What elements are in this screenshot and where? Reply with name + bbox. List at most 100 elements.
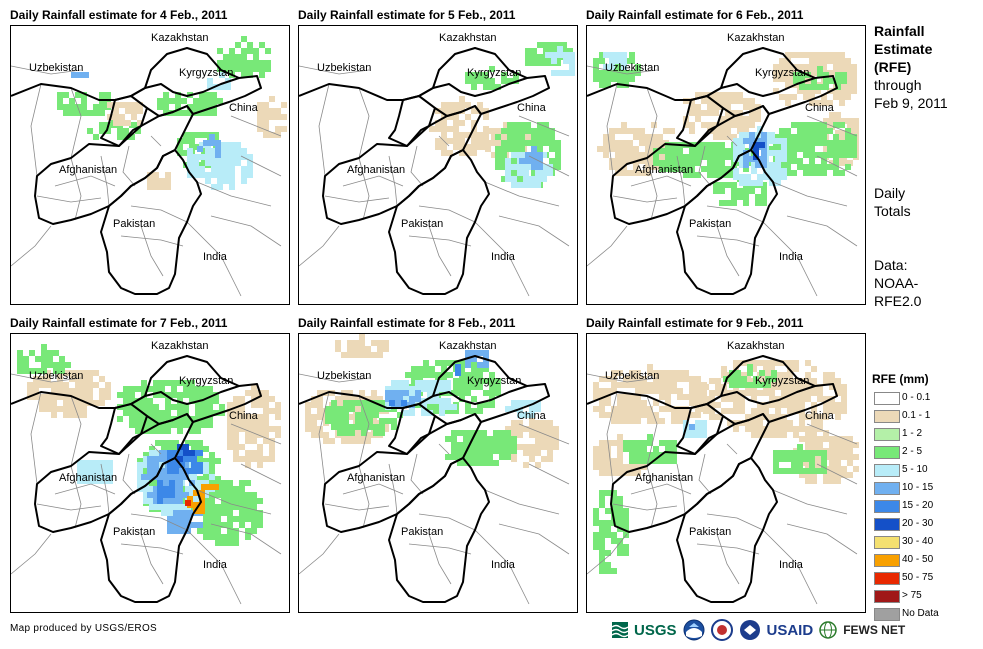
legend-title: RFE (mm) [872,372,929,386]
legend-item: 50 - 75 [872,570,933,588]
side-title-line: Rainfall [874,23,925,39]
legend-item: No Data [872,606,939,624]
legend-label: > 75 [902,590,922,601]
country-label-uzbekistan: Uzbekistan [317,62,372,74]
legend-item: 15 - 20 [872,498,933,516]
country-label-uzbekistan: Uzbekistan [317,370,372,382]
legend-swatch [874,500,900,513]
map-panel: Daily Rainfall estimate for 5 Feb., 2011… [298,8,578,308]
country-label-afghanistan: Afghanistan [347,164,406,176]
legend-swatch [874,518,900,531]
legend-label: 30 - 40 [902,536,934,547]
rainfall-map-graphic [587,355,859,605]
country-label-afghanistan: Afghanistan [635,164,694,176]
country-label-india: India [203,559,227,571]
map-panel: Daily Rainfall estimate for 8 Feb., 2011… [298,316,578,616]
rainfall-map-graphic [11,344,282,605]
legend-label: 2 - 5 [902,446,923,457]
logo-strip: USGS USAID FEWS NET [612,617,905,643]
country-label-afghanistan: Afghanistan [59,472,118,484]
legend-item: 20 - 30 [872,516,933,534]
rainfall-map: Kazakhstan Uzbekistan Kyrgyzstan China Afgha… [586,25,866,305]
legend-swatch [874,554,900,567]
legend-label: 15 - 20 [902,500,934,511]
country-label-china: China [805,102,834,114]
country-label-india: India [203,251,227,263]
country-label-afghanistan: Afghanistan [635,472,694,484]
legend-swatch [874,572,900,585]
country-label-india: India [779,251,803,263]
rainfall-map: Kazakhstan Uzbekistan Kyrgyzstan China Afgha… [298,333,578,613]
map-credit: Map produced by USGS/EROS [10,623,158,634]
legend-label: 5 - 10 [902,464,928,475]
country-label-kyrgyzstan: Kyrgyzstan [467,67,522,79]
legend-swatch [874,446,900,459]
country-label-afghanistan: Afghanistan [347,472,406,484]
panel-title: Daily Rainfall estimate for 4 Feb., 2011 [10,8,228,22]
legend-swatch [874,608,900,621]
noaa-seal-icon [683,619,705,641]
side-data-source: Data: NOAA- RFE2.0 [874,256,921,310]
country-label-kazakhstan: Kazakhstan [727,340,785,352]
legend-label: No Data [902,608,939,619]
country-label-uzbekistan: Uzbekistan [605,370,660,382]
country-label-kazakhstan: Kazakhstan [727,32,785,44]
panel-title: Daily Rainfall estimate for 5 Feb., 2011 [298,8,516,22]
legend-item: 1 - 2 [872,426,929,444]
panel-title: Daily Rainfall estimate for 9 Feb., 2011 [586,316,804,330]
country-label-kyrgyzstan: Kyrgyzstan [755,375,810,387]
rainfall-map-graphic [299,334,570,605]
side-totals-line: Daily [874,185,906,201]
legend-swatch [874,590,900,603]
legend-item: 40 - 50 [872,552,933,570]
map-panel: Daily Rainfall estimate for 9 Feb., 2011… [586,316,866,616]
map-panel: Daily Rainfall estimate for 4 Feb., 2011… [10,8,290,308]
legend-swatch [874,392,900,405]
country-label-india: India [491,559,515,571]
country-label-india: India [779,559,803,571]
country-label-china: China [517,410,546,422]
side-data-line: RFE2.0 [874,293,922,309]
usaid-logo: USAID [766,621,814,639]
legend-label: 10 - 15 [902,482,934,493]
panel-title: Daily Rainfall estimate for 6 Feb., 2011 [586,8,804,22]
legend-swatch [874,410,900,423]
legend-item: 5 - 10 [872,462,929,480]
country-label-china: China [517,102,546,114]
country-label-uzbekistan: Uzbekistan [29,62,84,74]
country-label-kyrgyzstan: Kyrgyzstan [755,67,810,79]
legend-swatch [874,464,900,477]
panel-title: Daily Rainfall estimate for 7 Feb., 2011 [10,316,228,330]
side-title-line: (RFE) [874,59,912,75]
legend-swatch [874,428,900,441]
country-label-kazakhstan: Kazakhstan [439,32,497,44]
legend-item: 2 - 5 [872,444,929,462]
side-data-line: Data: [874,257,908,273]
panel-title: Daily Rainfall estimate for 8 Feb., 2011 [298,316,516,330]
country-label-kyrgyzstan: Kyrgyzstan [179,375,234,387]
rainfall-map: Kazakhstan Uzbekistan Kyrgyzstan China Afgha… [10,25,290,305]
legend-item: 10 - 15 [872,480,933,498]
usaid-seal-icon [739,620,760,640]
globe-icon [819,621,837,639]
side-through-line: through [874,77,922,93]
legend-item: > 75 [872,588,929,606]
country-label-pakistan: Pakistan [401,526,444,538]
usgs-logo: USGS [634,621,677,639]
legend-item: 30 - 40 [872,534,933,552]
country-label-pakistan: Pakistan [113,218,156,230]
country-label-uzbekistan: Uzbekistan [29,370,84,382]
legend-label: 0 - 0.1 [902,392,931,403]
country-label-kyrgyzstan: Kyrgyzstan [179,67,234,79]
side-through-line: Feb 9, 2011 [874,95,948,111]
side-totals: Daily Totals [874,184,911,220]
rainfall-map: Kazakhstan Uzbekistan Kyrgyzstan China Afgha… [298,25,578,305]
country-label-india: India [491,251,515,263]
side-title: Rainfall Estimate (RFE) through Feb 9, 2… [874,22,948,112]
legend-label: 40 - 50 [902,554,934,565]
legend-item: 0.1 - 1 [872,408,930,426]
rainfall-map-graphic [299,42,575,297]
country-label-china: China [229,102,258,114]
rainfall-map-graphic [587,47,859,297]
country-label-pakistan: Pakistan [689,218,732,230]
